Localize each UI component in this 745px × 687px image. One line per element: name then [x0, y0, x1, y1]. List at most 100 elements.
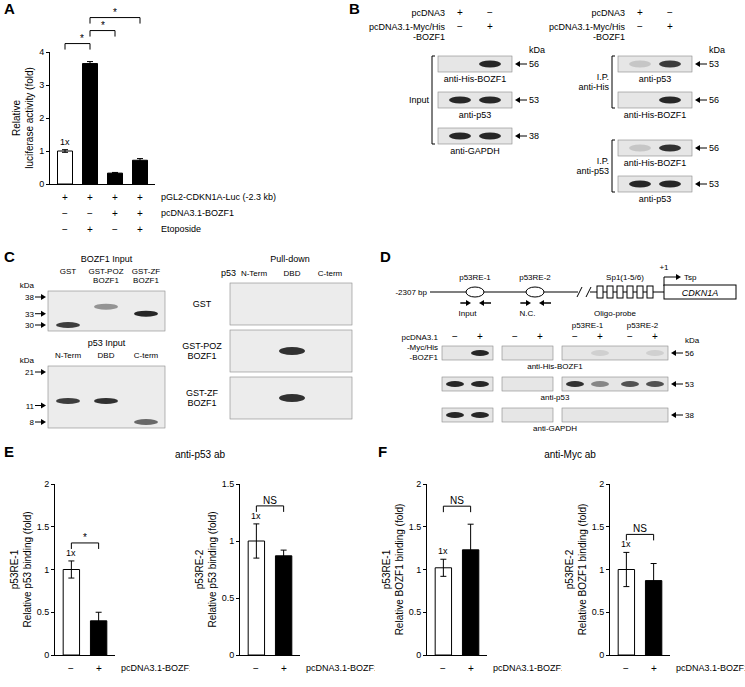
svg-text:0: 0	[599, 650, 604, 660]
svg-text:-2307 bp: -2307 bp	[395, 288, 427, 297]
svg-text:BOZF1: BOZF1	[187, 351, 216, 361]
svg-text:+: +	[87, 192, 93, 203]
svg-text:56: 56	[709, 95, 719, 105]
svg-text:pcDNA3.1-BOZF1: pcDNA3.1-BOZF1	[121, 663, 190, 673]
svg-text:anti-p53: anti-p53	[639, 194, 672, 204]
svg-text:−: −	[487, 7, 493, 18]
svg-text:*: *	[113, 7, 117, 18]
svg-text:anti-His-BOZF1: anti-His-BOZF1	[624, 110, 687, 120]
svg-text:4: 4	[39, 47, 44, 57]
svg-text:GST-ZF: GST-ZF	[132, 267, 161, 276]
svg-text:anti-His: anti-His	[578, 82, 609, 92]
svg-text:56: 56	[529, 59, 539, 69]
svg-text:anti-p53: anti-p53	[459, 110, 492, 120]
svg-text:anti-His-BOZF1: anti-His-BOZF1	[624, 158, 687, 168]
svg-text:pGL2-CDKN1A-Luc (-2.3 kb): pGL2-CDKN1A-Luc (-2.3 kb)	[161, 192, 276, 202]
svg-text:anti-His-BOZF1: anti-His-BOZF1	[444, 74, 507, 84]
svg-text:−: −	[572, 331, 578, 342]
svg-text:2: 2	[44, 479, 49, 489]
svg-text:0.5: 0.5	[409, 607, 422, 617]
svg-text:-Myc/His: -Myc/His	[407, 343, 438, 352]
svg-text:p53RE-2: p53RE-2	[519, 273, 551, 282]
svg-text:anti-p53: anti-p53	[639, 74, 672, 84]
svg-text:F: F	[378, 443, 387, 460]
svg-text:*: *	[101, 20, 105, 31]
svg-text:+: +	[637, 7, 643, 18]
svg-text:53: 53	[529, 95, 539, 105]
svg-text:anti-p53: anti-p53	[541, 393, 570, 402]
svg-text:Pull-down: Pull-down	[270, 254, 310, 264]
svg-text:NS: NS	[633, 523, 647, 534]
svg-text:N-Term: N-Term	[241, 269, 268, 278]
svg-text:C-term: C-term	[134, 351, 159, 360]
svg-text:anti-p53: anti-p53	[576, 166, 609, 176]
svg-text:1: 1	[599, 565, 604, 575]
svg-text:1x: 1x	[60, 137, 70, 147]
svg-text:+: +	[137, 192, 143, 203]
svg-text:kDa: kDa	[529, 45, 545, 55]
svg-text:pcDNA3.1-BOZF1: pcDNA3.1-BOZF1	[676, 663, 745, 673]
svg-text:GST: GST	[60, 267, 77, 276]
svg-text:−: −	[623, 663, 629, 674]
svg-text:38: 38	[685, 411, 694, 420]
svg-text:Sp1(1-5/6): Sp1(1-5/6)	[606, 273, 644, 282]
svg-text:0: 0	[229, 650, 234, 660]
svg-text:-BOZF1: -BOZF1	[413, 32, 445, 42]
svg-text:+: +	[62, 192, 68, 203]
svg-text:N-Term: N-Term	[55, 351, 82, 360]
svg-text:+: +	[457, 7, 463, 18]
svg-text:GST-POZ: GST-POZ	[182, 341, 222, 351]
svg-text:1: 1	[416, 565, 421, 575]
svg-text:+: +	[96, 663, 102, 674]
svg-text:11: 11	[26, 402, 35, 411]
svg-text:BOZF1: BOZF1	[93, 276, 119, 285]
svg-text:+: +	[137, 208, 143, 219]
svg-text:A: A	[4, 0, 15, 17]
svg-text:−: −	[457, 21, 463, 32]
svg-text:38: 38	[529, 131, 539, 141]
svg-text:NS: NS	[263, 495, 277, 506]
svg-text:1.5: 1.5	[592, 522, 605, 532]
svg-text:p53RE-1: p53RE-1	[572, 321, 604, 330]
svg-text:kDa: kDa	[20, 281, 35, 290]
svg-text:anti-GAPDH: anti-GAPDH	[450, 146, 500, 156]
svg-text:*: *	[80, 33, 84, 44]
svg-text:−: −	[637, 21, 643, 32]
svg-text:p53RE-1: p53RE-1	[459, 273, 491, 282]
svg-text:0.5: 0.5	[222, 593, 235, 603]
svg-text:−: −	[87, 208, 93, 219]
svg-text:−: −	[512, 331, 518, 342]
svg-text:BOZF1: BOZF1	[133, 276, 159, 285]
svg-text:CDKN1A: CDKN1A	[682, 288, 719, 298]
svg-text:+: +	[468, 663, 474, 674]
svg-text:*: *	[83, 532, 87, 543]
svg-text:33: 33	[25, 310, 34, 319]
svg-text:pcDNA3.1-BOZF1: pcDNA3.1-BOZF1	[493, 663, 562, 673]
svg-text:anti-p53 ab: anti-p53 ab	[175, 449, 225, 460]
svg-text:pcDNA3.1-Myc/His: pcDNA3.1-Myc/His	[369, 22, 446, 32]
svg-text:+: +	[537, 331, 543, 342]
svg-text:anti-GAPDH: anti-GAPDH	[533, 424, 577, 433]
svg-text:+: +	[487, 21, 493, 32]
svg-text:1: 1	[39, 146, 44, 156]
svg-text:53: 53	[709, 59, 719, 69]
svg-text:kDa: kDa	[685, 336, 700, 345]
svg-text:-BOZF1: -BOZF1	[410, 353, 439, 362]
svg-text:2: 2	[599, 479, 604, 489]
svg-text:−: −	[68, 663, 74, 674]
svg-text:−: −	[667, 7, 673, 18]
svg-text:GST: GST	[193, 299, 212, 309]
svg-text:+: +	[652, 331, 658, 342]
svg-text:21: 21	[25, 368, 34, 377]
svg-text:kDa: kDa	[20, 356, 35, 365]
svg-text:pcDNA3: pcDNA3	[411, 8, 445, 18]
svg-text:kDa: kDa	[709, 45, 725, 55]
svg-text:+1: +1	[659, 263, 669, 272]
svg-text:1x: 1x	[251, 511, 261, 521]
svg-text:−: −	[253, 663, 259, 674]
svg-text:Oligo-probe: Oligo-probe	[594, 309, 636, 318]
svg-text:53: 53	[709, 179, 719, 189]
svg-text:pcDNA3: pcDNA3	[591, 8, 625, 18]
svg-text:+: +	[667, 21, 673, 32]
svg-text:C: C	[4, 248, 15, 265]
